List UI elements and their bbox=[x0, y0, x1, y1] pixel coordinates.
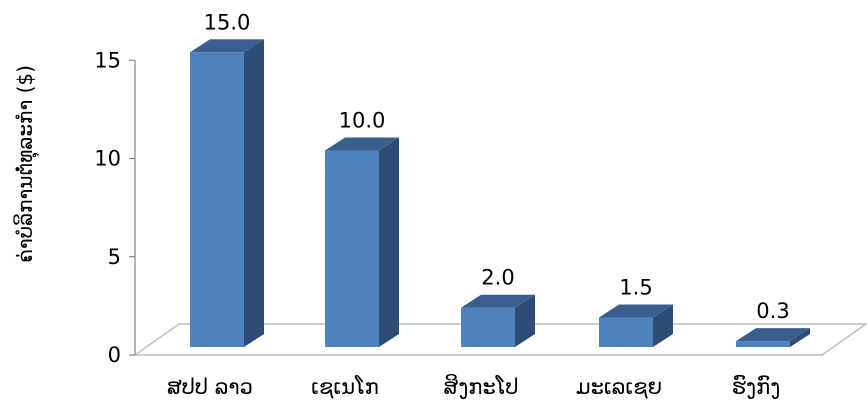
bar-side bbox=[790, 328, 810, 347]
data-label: 0.3 bbox=[756, 299, 789, 323]
x-tick-label: ມະເລເຊຍ bbox=[576, 375, 662, 399]
bar-top bbox=[190, 39, 264, 53]
y-axis-label: ຄ່າບໍລິການຕໍ່ທຸລະກຳ ($) bbox=[13, 65, 39, 263]
bars bbox=[190, 39, 810, 347]
y-axis: 0 5 10 15 bbox=[94, 48, 136, 367]
bar-side bbox=[515, 294, 535, 347]
y-tick-label: 0 bbox=[108, 343, 121, 367]
bar bbox=[736, 328, 810, 347]
bar-top bbox=[325, 137, 399, 151]
bar-front bbox=[736, 341, 790, 347]
data-label: 15.0 bbox=[204, 10, 251, 34]
x-tick-label: ຮົງກົງ bbox=[732, 375, 781, 399]
bar-side bbox=[653, 304, 673, 347]
bar bbox=[461, 294, 535, 347]
data-labels: 15.0 10.0 2.0 1.5 0.3 bbox=[204, 10, 790, 323]
x-tick-label: ສິງກະໂປ bbox=[443, 373, 518, 399]
data-label: 1.5 bbox=[619, 276, 652, 300]
bar-front bbox=[599, 317, 653, 347]
bar-side bbox=[244, 39, 264, 347]
x-tick-label: ເຊເນໂກ bbox=[311, 375, 379, 399]
chart-floor bbox=[132, 323, 867, 356]
x-tick-label: ສປປ ລາວ bbox=[167, 375, 253, 399]
y-tick-label: 10 bbox=[94, 147, 121, 171]
bar-front bbox=[190, 52, 244, 347]
bar bbox=[190, 39, 264, 347]
bar bbox=[325, 137, 399, 347]
category-labels: ສປປ ລາວ ເຊເນໂກ ສິງກະໂປ ມະເລເຊຍ ຮົງກົງ bbox=[167, 373, 780, 399]
data-label: 2.0 bbox=[481, 266, 514, 290]
bar-side bbox=[379, 137, 399, 347]
bar-top bbox=[461, 294, 535, 308]
data-label: 10.0 bbox=[339, 109, 386, 133]
bar bbox=[599, 304, 673, 347]
bar-top bbox=[599, 304, 673, 318]
y-tick-label: 15 bbox=[94, 48, 121, 72]
bar-top bbox=[736, 328, 810, 342]
floor-outline bbox=[132, 323, 867, 356]
y-tick-label: 5 bbox=[108, 245, 121, 269]
bar-front bbox=[325, 150, 379, 347]
bar-front bbox=[461, 307, 515, 347]
